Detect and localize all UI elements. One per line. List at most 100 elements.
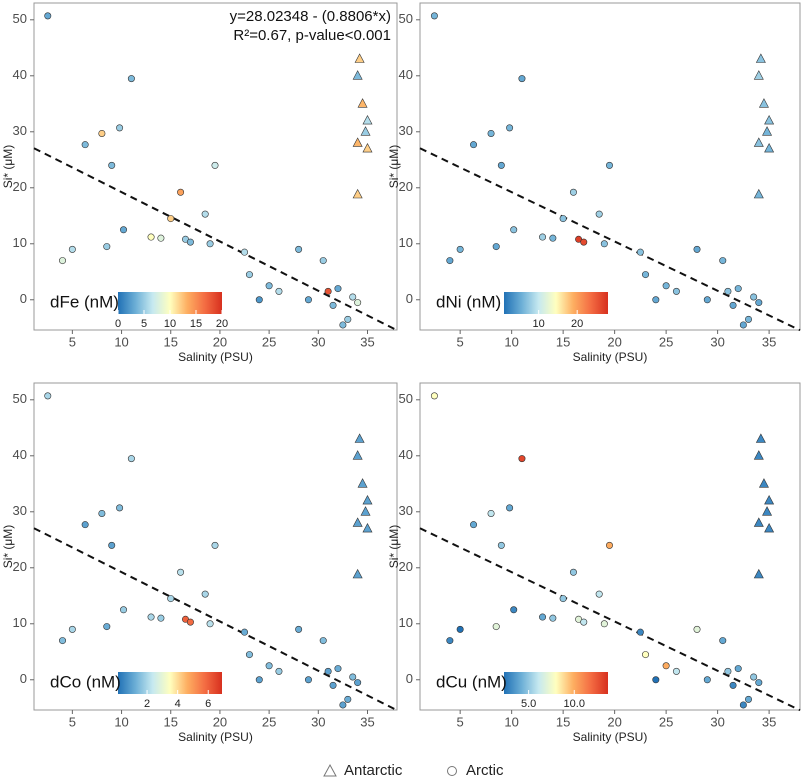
arctic-point: [703, 676, 711, 684]
x-tick-label: 10: [504, 334, 518, 349]
arctic-point: [510, 606, 518, 614]
arctic-point: [334, 665, 342, 673]
arctic-point: [319, 257, 327, 265]
arctic-point: [177, 188, 185, 196]
y-tick-label: 20: [13, 559, 27, 574]
arctic-point: [68, 245, 76, 253]
colorbar-tick-label: 6: [205, 698, 211, 710]
antarctic-point: [352, 568, 363, 579]
y-tick-label: 10: [13, 615, 27, 630]
plot-frame: [33, 382, 398, 711]
x-tick-label: 5: [457, 714, 464, 729]
x-tick-label: 20: [607, 714, 621, 729]
y-axis-title: Si* (μM): [1, 145, 15, 189]
x-tick-label: 10: [504, 714, 518, 729]
arctic-point: [201, 590, 209, 598]
arctic-point: [652, 676, 660, 684]
x-axis-title: Salinity (PSU): [573, 730, 648, 744]
arctic-point: [750, 293, 758, 301]
arctic-point: [487, 509, 495, 517]
antarctic-point: [352, 137, 363, 147]
arctic-point: [304, 296, 312, 304]
antarctic-point: [762, 506, 773, 516]
x-tick-label: 15: [164, 714, 178, 729]
arctic-point: [506, 124, 514, 132]
arctic-point: [703, 296, 711, 304]
arctic-point: [68, 625, 76, 633]
arctic-point: [103, 623, 111, 631]
antarctic-point: [352, 517, 363, 527]
arctic-point: [729, 681, 737, 689]
arctic-point: [739, 321, 747, 329]
plot-frame: [33, 2, 398, 331]
colorbar-label: dCu (nM): [436, 672, 507, 691]
arctic-point: [719, 637, 727, 645]
arctic-point: [745, 315, 753, 323]
arctic-point: [600, 240, 608, 248]
x-tick-label: 25: [262, 714, 276, 729]
antarctic-point: [354, 433, 365, 443]
arctic-point: [103, 243, 111, 251]
fit-annotation: y=28.02348 - (0.8806*x): [230, 8, 391, 25]
colorbar: [118, 292, 222, 314]
x-tick-label: 15: [556, 714, 570, 729]
arctic-point: [755, 299, 763, 307]
arctic-point: [275, 667, 283, 675]
colorbar-label: dFe (nM): [50, 292, 119, 311]
x-tick-label: 35: [360, 714, 374, 729]
arctic-point: [636, 248, 644, 256]
arctic-point: [211, 541, 219, 549]
arctic-point: [580, 618, 588, 626]
legend-label: Arctic: [466, 762, 504, 779]
arctic-point: [672, 287, 680, 295]
y-tick-label: 50: [13, 391, 27, 406]
y-tick-label: 0: [20, 671, 27, 686]
y-axis-title: Si* (μM): [1, 525, 15, 569]
y-tick-label: 50: [399, 11, 413, 26]
arctic-point: [265, 662, 273, 670]
arctic-point: [108, 541, 116, 549]
arctic-point: [81, 141, 89, 149]
x-tick-label: 5: [69, 714, 76, 729]
antarctic-point: [764, 494, 775, 505]
antarctic-point: [764, 142, 775, 153]
arctic-point: [324, 287, 332, 295]
arctic-point: [245, 651, 253, 659]
antarctic-point: [755, 433, 766, 443]
y-tick-label: 10: [399, 615, 413, 630]
x-tick-label: 20: [213, 714, 227, 729]
antarctic-point: [758, 98, 769, 108]
x-tick-label: 35: [360, 334, 374, 349]
x-tick-label: 10: [114, 714, 128, 729]
plot-frame: [419, 382, 801, 711]
regression-line: [33, 527, 398, 712]
y-tick-label: 50: [399, 391, 413, 406]
arctic-point: [739, 701, 747, 709]
colorbar-tick-label: 0: [115, 318, 121, 330]
arctic-point: [446, 257, 454, 265]
arctic-point: [304, 676, 312, 684]
arctic-point: [497, 541, 505, 549]
antarctic-point: [758, 478, 769, 488]
arctic-point: [569, 568, 577, 576]
arctic-point: [319, 637, 327, 645]
arctic-point: [662, 282, 670, 290]
colorbar-tick-label: 20: [216, 318, 228, 330]
y-tick-label: 30: [13, 503, 27, 518]
arctic-point: [186, 238, 194, 246]
x-tick-label: 20: [213, 334, 227, 349]
arctic-point: [255, 296, 263, 304]
arctic-point: [470, 141, 478, 149]
arctic-point: [349, 673, 357, 681]
arctic-point: [470, 521, 478, 529]
antarctic-point: [753, 188, 764, 199]
y-tick-label: 0: [20, 291, 27, 306]
antarctic-point: [352, 450, 363, 460]
arctic-point: [167, 595, 175, 603]
x-axis-title: Salinity (PSU): [178, 730, 253, 744]
antarctic-point: [362, 142, 373, 153]
arctic-point: [605, 161, 613, 169]
y-tick-label: 20: [399, 179, 413, 194]
arctic-point: [295, 625, 303, 633]
x-tick-label: 5: [69, 334, 76, 349]
